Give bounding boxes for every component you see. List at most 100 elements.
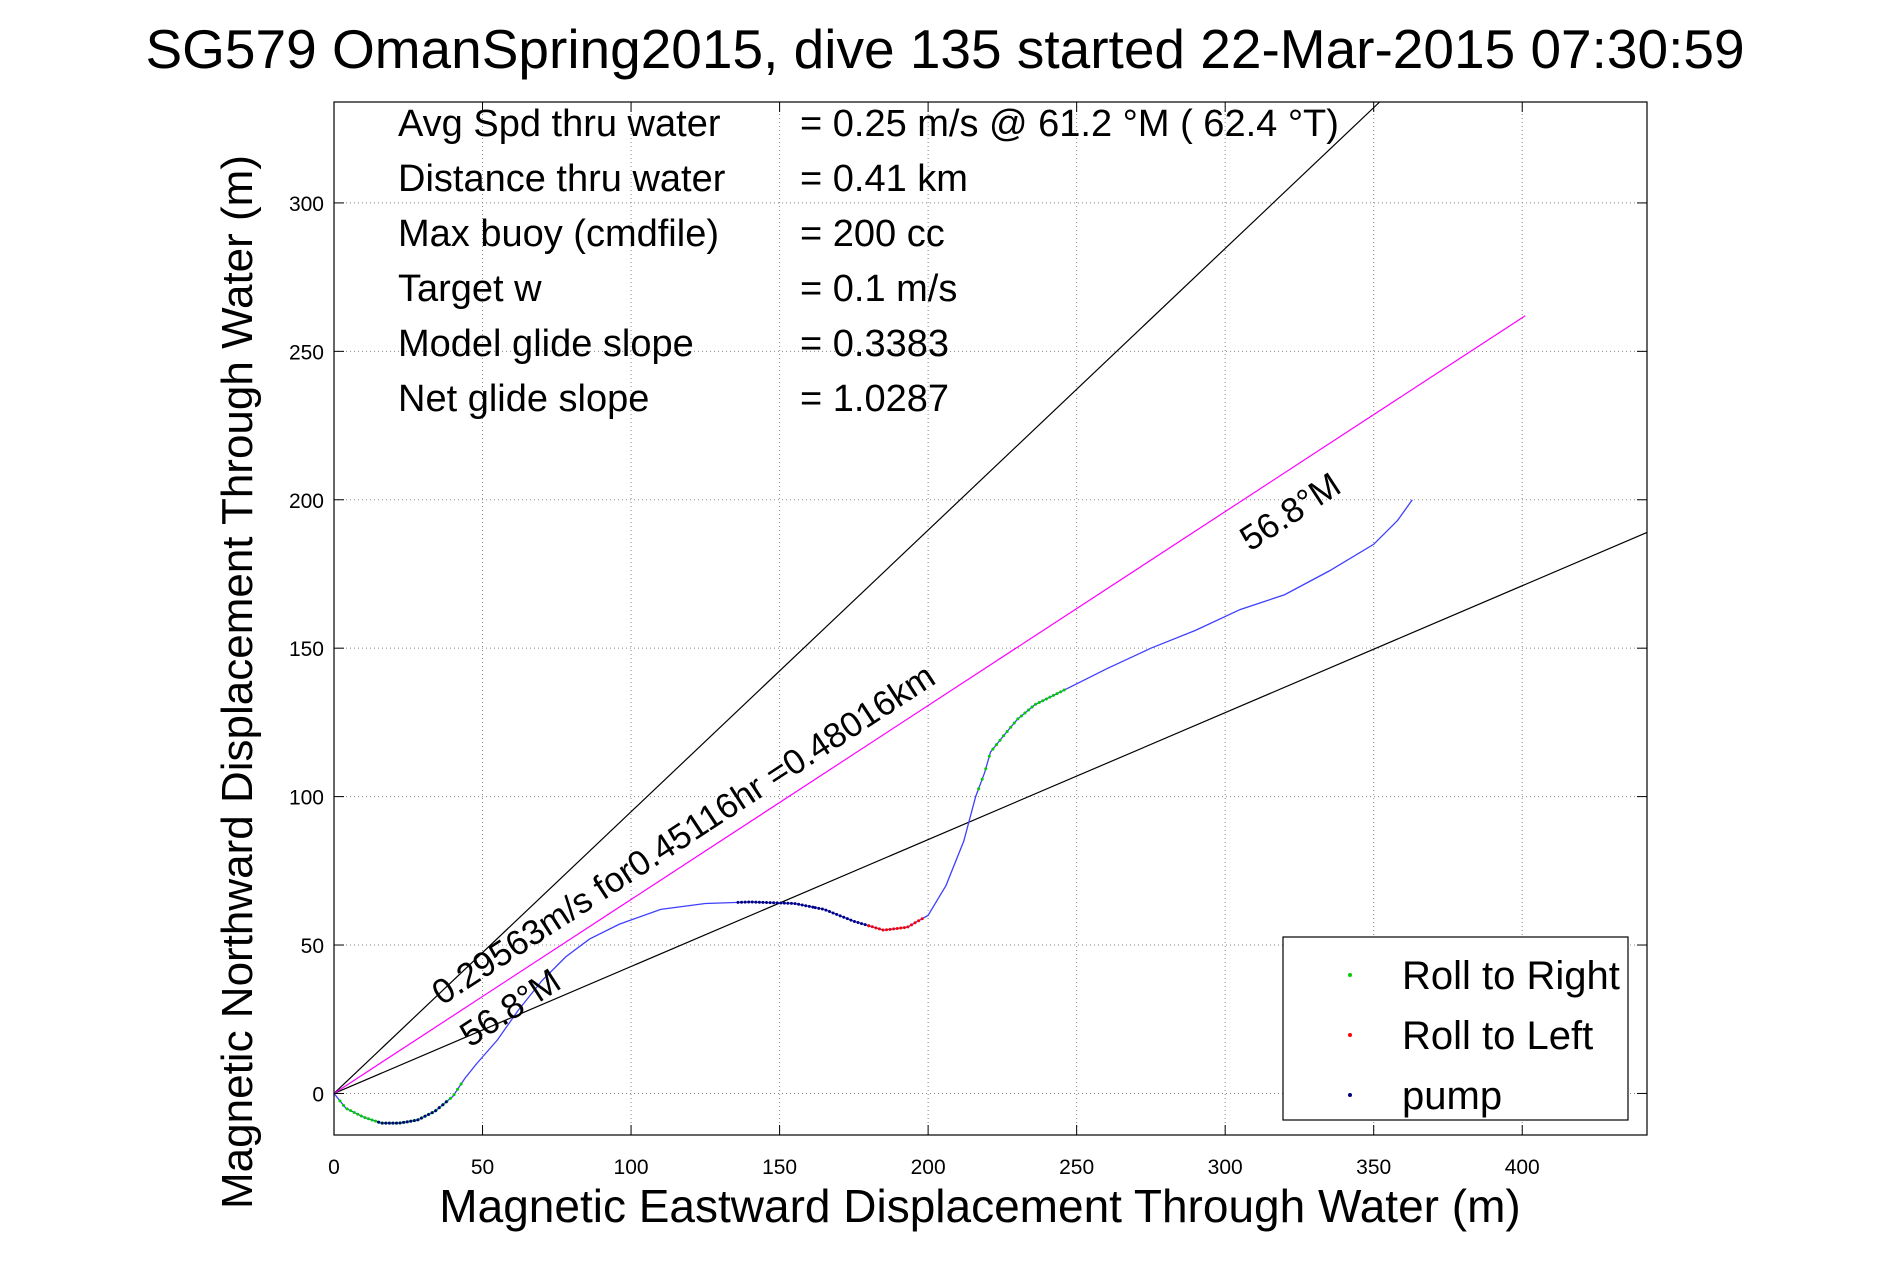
marker-point [743,900,747,904]
marker-point [356,1112,360,1116]
legend-label: pump [1402,1074,1502,1118]
info-label: Model glide slope [398,323,694,365]
marker-point [867,924,871,928]
info-label: Max buoy (cmdfile) [398,213,719,255]
marker-point [772,901,776,905]
markers [338,688,1066,1125]
rate-annotation: 0.29563m/s for0.45116hr =0.48016km [425,656,942,1012]
y-axis-label: Magnetic Northward Displacement Through … [213,155,262,1209]
marker-point [909,923,913,927]
marker-point [419,1116,423,1120]
marker-point [342,1103,346,1107]
marker-point [338,1099,342,1103]
marker-point [1002,734,1006,738]
legend-marker [1348,973,1352,977]
marker-point [768,901,772,905]
marker-point [1016,717,1020,721]
y-tick-label: 250 [289,341,324,364]
marker-point [349,1109,353,1113]
marker-point [1051,693,1055,697]
marker-point [874,926,878,930]
x-tick-label: 50 [471,1156,494,1179]
marker-point [877,927,881,931]
info-value: = 0.25 m/s @ 61.2 °M ( 62.4 °T) [800,103,1339,145]
x-axis-label: Magnetic Eastward Displacement Through W… [439,1180,1520,1232]
marker-point [370,1118,374,1122]
heading-annotation-upper: 56.8°M [1233,465,1348,558]
marker-point [870,925,874,929]
marker-point [991,747,995,751]
marker-point [757,900,761,904]
x-tick-label: 200 [911,1156,946,1179]
marker-point [831,911,835,915]
legend-marker [1348,1033,1352,1037]
legend: Roll to Right Roll to Left pump [1282,936,1629,1121]
legend-marker [1348,1093,1352,1097]
info-label: Avg Spd thru water [398,103,721,145]
marker-point [363,1116,367,1120]
marker-point [800,903,804,907]
marker-point [1012,721,1016,725]
marker-point [849,918,853,922]
marker-point [366,1117,370,1121]
marker-point [1034,702,1038,706]
marker-point [437,1106,441,1110]
guide-line [333,101,1381,1094]
info-value: = 1.0287 [800,378,949,420]
marker-point [352,1110,356,1114]
marker-point [856,921,860,925]
axis-ticks: 0 50 100 150 200 250 300 350 400 0 50 100 150 200 250 3… [289,102,1647,1179]
y-tick-label: 300 [289,193,324,216]
marker-point [895,926,899,930]
marker-point [820,907,824,911]
marker-point [394,1121,398,1125]
guide-line [333,531,1648,1094]
grid [333,102,1647,1135]
marker-point [391,1121,395,1125]
marker-point [374,1119,378,1123]
marker-point [416,1118,420,1122]
marker-point [448,1096,452,1100]
marker-point [793,902,797,906]
marker-point [888,927,892,931]
marker-point [426,1113,430,1117]
marker-point [359,1114,363,1118]
marker-point [797,902,801,906]
marker-point [920,917,924,921]
y-tick-label: 50 [301,935,324,958]
marker-point [377,1120,381,1124]
marker-point [409,1119,413,1123]
marker-point [835,912,839,916]
marker-point [782,901,786,905]
marker-point [892,927,896,931]
marker-point [423,1114,427,1118]
marker-point [977,787,981,791]
marker-point [736,900,740,904]
marker-point [1048,695,1052,699]
info-value: = 200 cc [800,213,945,255]
marker-point [1019,714,1023,718]
x-tick-label: 350 [1356,1156,1391,1179]
marker-point [434,1109,438,1113]
x-tick-label: 150 [762,1156,797,1179]
marker-point [1005,730,1009,734]
marker-point [398,1121,402,1125]
marker-point [980,777,984,781]
marker-point [845,917,849,921]
marker-point [387,1121,391,1125]
plot-frame [333,101,1648,1136]
marker-point [917,919,921,923]
legend-label: Roll to Right [1402,954,1620,998]
marker-point [1027,708,1031,712]
marker-point [789,901,793,905]
marker-point [747,900,751,904]
marker-point [779,901,783,905]
marker-point [852,919,856,923]
x-tick-label: 300 [1208,1156,1243,1179]
marker-point [1059,690,1063,694]
marker-point [881,928,885,932]
marker-point [804,904,808,908]
marker-point [456,1087,460,1091]
marker-point [838,914,842,918]
